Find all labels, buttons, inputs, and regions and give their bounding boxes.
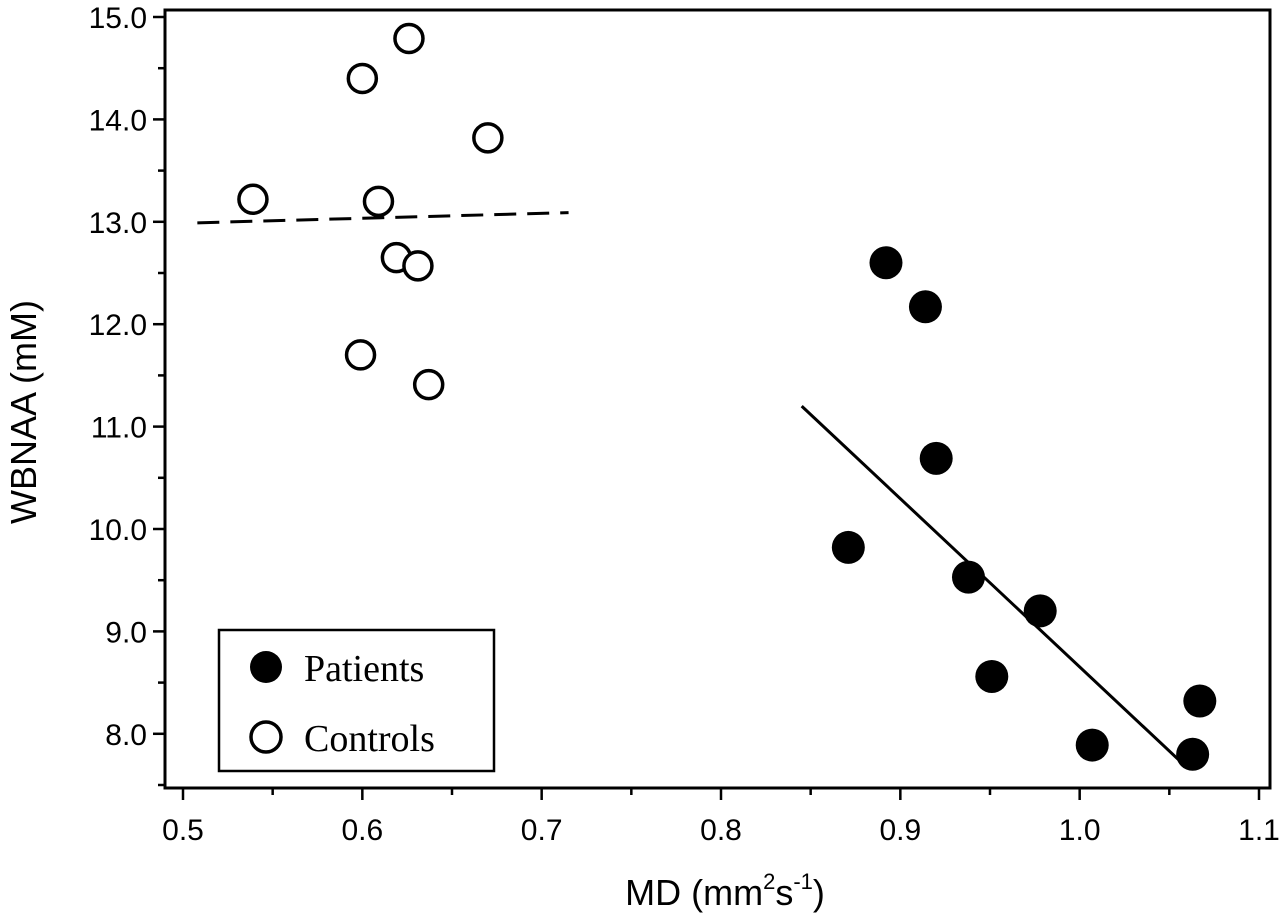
y-tick-label: 14.0 (89, 104, 147, 137)
legend-controls-label: Controls (304, 718, 435, 760)
fit-line-controls (197, 211, 569, 225)
patient-point (831, 530, 865, 564)
patient-point (869, 246, 903, 280)
control-point (402, 250, 434, 282)
patient-point (1176, 737, 1210, 771)
patient-point (1023, 594, 1057, 628)
patient-point (908, 290, 942, 324)
data-markers (237, 22, 1217, 771)
patient-point (975, 659, 1009, 693)
x-axis-title: MD (mm2s-1) (625, 869, 825, 913)
patient-point (1183, 684, 1217, 718)
fit-line-patients (800, 405, 1185, 766)
control-point (346, 62, 379, 95)
y-tick-label: 13.0 (89, 207, 147, 240)
x-tick-label: 0.5 (162, 814, 204, 847)
y-axis-title: WBNAA (mM) (3, 300, 44, 524)
x-tick-label: 0.6 (341, 814, 383, 847)
x-axis-title-sup1: 2 (763, 869, 775, 894)
legend-controls-marker (249, 720, 283, 754)
plot-border (163, 8, 1272, 790)
legend-patients-marker (250, 651, 282, 683)
x-tick-label: 0.8 (700, 814, 742, 847)
patient-point (1075, 728, 1109, 762)
x-axis-title-end: ) (813, 872, 825, 913)
y-tick-label: 15.0 (89, 2, 147, 35)
x-tick-label: 0.9 (879, 814, 921, 847)
y-tick-label: 10.0 (89, 514, 147, 547)
y-tick-label: 8.0 (105, 719, 147, 752)
control-point (344, 339, 377, 371)
y-tick-label: 9.0 (105, 616, 147, 649)
x-axis-title-mid: s (775, 872, 793, 913)
plot-frame (163, 8, 1272, 790)
y-tick-label: 11.0 (91, 412, 147, 445)
legend-patients-label: Patients (304, 648, 424, 690)
control-point (472, 122, 504, 154)
patient-point (919, 441, 953, 475)
y-tick-label: 12.0 (89, 309, 147, 342)
control-point (393, 22, 425, 55)
x-tick-label: 0.7 (521, 814, 563, 847)
control-point (237, 183, 269, 216)
y-axis: 8.0 9.0 10.0 11.0 12.0 13.0 14.0 15.0 (89, 2, 165, 787)
x-tick-label: 1.1 (1238, 814, 1280, 847)
x-tick-label: 1.0 (1059, 814, 1101, 847)
x-axis-title-main: MD (mm (625, 872, 763, 913)
control-point (412, 368, 445, 401)
legend: Patients Controls (217, 628, 496, 773)
fit-lines (197, 211, 1185, 766)
control-point (362, 185, 395, 218)
x-axis: 0.5 0.6 0.7 0.8 0.9 1.0 1.1 (162, 788, 1280, 847)
x-axis-title-sup2: -1 (793, 869, 813, 894)
patient-point (951, 560, 985, 594)
